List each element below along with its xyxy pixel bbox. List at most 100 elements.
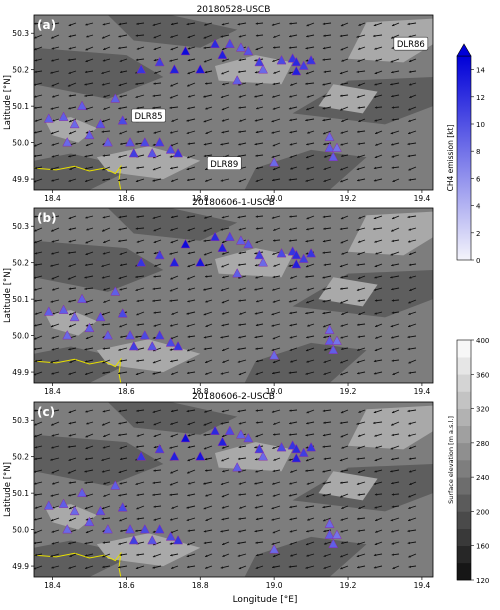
emission-source-marker: [217, 242, 228, 252]
emission-source-marker: [84, 129, 95, 140]
emission-source-marker: [291, 249, 302, 260]
emission-source-marker: [269, 544, 280, 554]
emission-source-marker: [217, 436, 228, 446]
emission-source-marker: [147, 148, 158, 158]
panel-title: 20180528-USCB: [197, 5, 271, 15]
emission-source-marker: [291, 452, 302, 463]
ch4-colorbar: 0 2 4 6 8 10 12 14 CH4 emission [kt]: [446, 43, 485, 265]
x-tick-label: 19.0: [266, 387, 283, 396]
emission-source-marker: [173, 341, 183, 351]
terrain-contour: [34, 47, 164, 99]
terrain-contour: [45, 310, 97, 336]
emission-source-marker: [232, 462, 243, 472]
emission-source-marker: [324, 529, 335, 539]
x-tick-label: 18.8: [192, 194, 209, 203]
colorbar-tick-label: 12: [476, 94, 485, 102]
y-tick-label: 50.1: [12, 102, 29, 111]
border-line: [34, 357, 122, 383]
emission-source-marker: [125, 137, 135, 147]
terrain-contour: [318, 277, 378, 307]
emission-source-marker: [84, 516, 95, 527]
terrain-contour: [45, 117, 97, 143]
x-tick-label: 18.8: [192, 387, 209, 396]
emission-source-marker: [128, 148, 139, 158]
emission-source-marker: [117, 502, 128, 512]
emission-source-marker: [195, 451, 206, 461]
y-tick-label: 50.3: [12, 29, 29, 38]
aircraft-label: DLR85: [135, 112, 163, 122]
x-tick-label: 19.0: [266, 194, 283, 203]
emission-source-marker: [328, 151, 339, 161]
emission-source-marker: [147, 341, 158, 351]
emission-source-marker: [306, 248, 316, 258]
emission-source-marker: [324, 131, 335, 141]
terrain-contour: [34, 240, 164, 292]
emission-source-marker: [254, 56, 265, 67]
emission-source-marker: [291, 443, 302, 454]
colorbar-tick-label: 320: [476, 406, 489, 414]
emission-source-marker: [77, 100, 87, 110]
panel-title: 20180606-2-USCB: [192, 392, 275, 402]
emission-source-marker: [332, 529, 342, 539]
emission-source-marker: [217, 49, 228, 59]
y-tick-label: 50.3: [12, 416, 29, 425]
x-tick-label: 19.4: [414, 581, 431, 590]
wind-vectors: [34, 215, 417, 376]
emission-source-marker: [84, 322, 95, 333]
emission-source-marker: [224, 425, 235, 435]
emission-source-marker: [324, 324, 335, 334]
emission-source-marker: [110, 286, 121, 296]
emission-source-marker: [43, 306, 54, 316]
colorbar-tick-label: 400: [476, 337, 489, 345]
emission-source-marker: [102, 524, 113, 534]
y-tick-label: 50.2: [12, 66, 29, 75]
emission-source-marker: [136, 451, 147, 461]
emission-source-marker: [328, 538, 339, 548]
border-line: [34, 551, 122, 577]
x-tick-label: 18.4: [44, 581, 61, 590]
emission-source-marker: [110, 93, 121, 103]
emission-source-marker: [110, 480, 121, 490]
emission-source-marker: [332, 142, 342, 152]
y-axis-label: Latitude [°N]: [3, 75, 13, 130]
terrain-contour: [318, 84, 378, 114]
emission-source-marker: [154, 524, 165, 534]
terrain-contour: [348, 18, 433, 63]
y-tick-label: 49.9: [12, 175, 29, 184]
x-tick-label: 19.4: [414, 387, 431, 396]
emission-source-marker: [180, 238, 191, 249]
colorbar-extend-arrow: [456, 43, 472, 57]
emission-source-marker: [306, 442, 316, 452]
colorbar-tick-label: 360: [476, 371, 489, 379]
y-tick-label: 49.9: [12, 562, 29, 571]
terrain-contour: [318, 471, 378, 501]
y-axis-label: Latitude [°N]: [3, 462, 13, 517]
emission-source-marker: [195, 257, 206, 267]
x-tick-label: 18.6: [118, 194, 135, 203]
emission-source-marker: [95, 118, 106, 129]
y-tick-label: 50.2: [12, 453, 29, 462]
emission-source-marker: [180, 432, 191, 443]
y-tick-label: 50.1: [12, 295, 29, 304]
emission-source-marker: [291, 258, 302, 269]
emission-source-marker: [147, 535, 158, 545]
aircraft-label-box: [393, 36, 429, 51]
emission-source-marker: [58, 304, 69, 314]
colorbar-tick-label: 0: [476, 257, 480, 265]
terrain-contour: [96, 146, 201, 180]
emission-source-marker: [173, 148, 183, 158]
axes-frame: [33, 401, 434, 578]
emission-source-marker: [154, 249, 165, 260]
x-tick-label: 18.4: [44, 194, 61, 203]
emission-source-marker: [128, 341, 139, 351]
axes-frame: [33, 207, 434, 384]
emission-source-marker: [62, 524, 73, 534]
emission-source-marker: [276, 55, 287, 65]
emission-source-marker: [195, 64, 206, 74]
emission-source-marker: [235, 429, 246, 439]
emission-source-marker: [235, 235, 246, 245]
emission-source-marker: [154, 443, 165, 454]
emission-source-marker: [269, 157, 280, 167]
colorbar-tick-label: 200: [476, 508, 489, 516]
